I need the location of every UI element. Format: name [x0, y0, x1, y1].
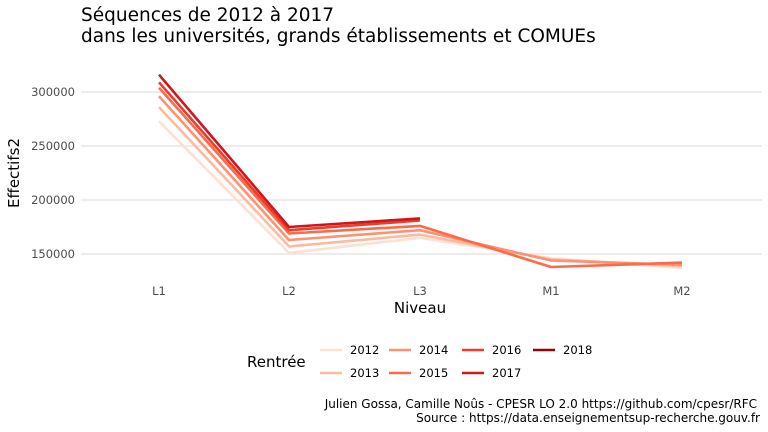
legend-label-2017: 2017	[492, 366, 521, 380]
y-tick-label: 200000	[31, 193, 75, 207]
x-tick-label: L3	[413, 284, 427, 298]
x-axis-title: Niveau	[394, 299, 446, 317]
y-axis-title: Effectifs2	[5, 138, 23, 208]
legend-label-2016: 2016	[492, 343, 521, 357]
series-line-2017	[158, 73, 421, 229]
x-tick-label: L1	[152, 284, 166, 298]
legend-title: Rentrée	[247, 353, 306, 371]
x-tick-label: M1	[542, 284, 559, 298]
x-tick-label: L2	[282, 284, 296, 298]
series-line-2013	[158, 106, 683, 268]
legend-label-2018: 2018	[563, 343, 592, 357]
series-line-2015	[158, 86, 683, 269]
chart-title: Séquences de 2012 à 2017	[81, 5, 334, 26]
caption-line-1: Julien Gossa, Camille Noûs - CPESR LO 2.…	[324, 397, 757, 411]
legend-label-2013: 2013	[350, 366, 379, 380]
x-axis-ticks: L1 L2 L3 M1 M2	[152, 284, 690, 298]
series-lines	[158, 73, 683, 270]
legend-label-2012: 2012	[350, 343, 379, 357]
legend-label-2014: 2014	[419, 343, 448, 357]
series-line-2012	[158, 120, 683, 270]
legend-label-2015: 2015	[419, 366, 448, 380]
series-line-2014	[158, 95, 683, 267]
y-tick-label: 150000	[31, 247, 75, 261]
chart-subtitle: dans les universités, grands établisseme…	[81, 26, 596, 47]
y-tick-label: 300000	[31, 85, 75, 99]
series-line-2016	[158, 81, 421, 232]
y-axis-ticks: 150000 200000 250000 300000	[31, 85, 75, 261]
caption-line-2: Source : https://data.enseignementsup-re…	[416, 411, 760, 425]
x-tick-label: M2	[673, 284, 690, 298]
legend: 2012 2013 2014 2015 2016 2017 2018	[320, 343, 592, 380]
y-tick-label: 250000	[31, 139, 75, 153]
